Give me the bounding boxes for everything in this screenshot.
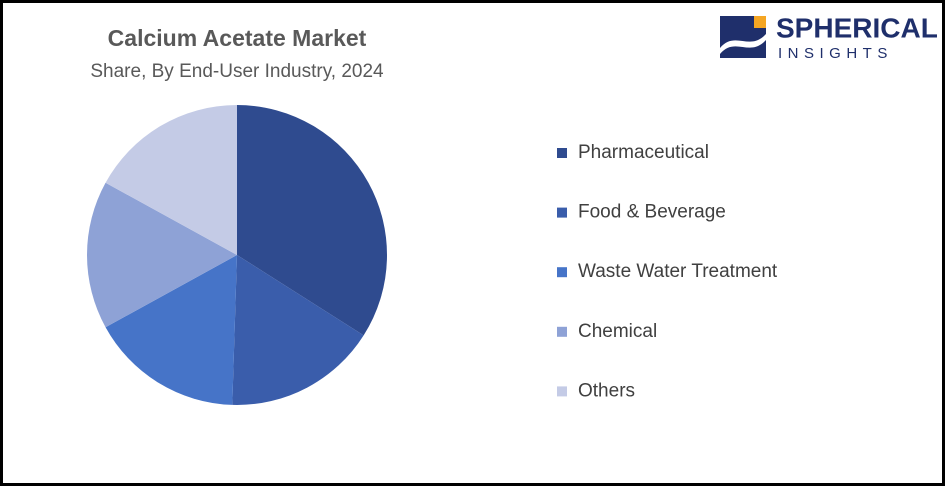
- legend-swatch: [557, 148, 567, 158]
- chart-subtitle: Share, By End-User Industry, 2024: [90, 61, 384, 82]
- legend-swatch: [557, 207, 567, 218]
- chart-title: Calcium Acetate Market: [108, 25, 367, 51]
- logo: SPHERICAL INSIGHTS: [720, 12, 938, 62]
- legend-swatch: [557, 326, 567, 337]
- logo-tagline: INSIGHTS: [778, 45, 893, 62]
- pie-slice: [105, 105, 237, 255]
- logo-accent: [754, 16, 766, 28]
- legend-label: Chemical: [578, 321, 657, 342]
- legend-swatch: [557, 386, 567, 397]
- legend-label: Pharmaceutical: [578, 142, 709, 163]
- pie-slice: [237, 105, 388, 336]
- legend-label: Food & Beverage: [578, 202, 726, 223]
- logo-name: SPHERICAL: [776, 12, 938, 43]
- pie-slice: [105, 255, 237, 405]
- legend-label: Waste Water Treatment: [578, 261, 778, 282]
- pie-slice: [86, 182, 237, 328]
- legend-swatch: [557, 267, 567, 278]
- pie-slice: [232, 255, 364, 406]
- legend-label: Others: [578, 380, 635, 401]
- logo-swoosh: [720, 34, 766, 54]
